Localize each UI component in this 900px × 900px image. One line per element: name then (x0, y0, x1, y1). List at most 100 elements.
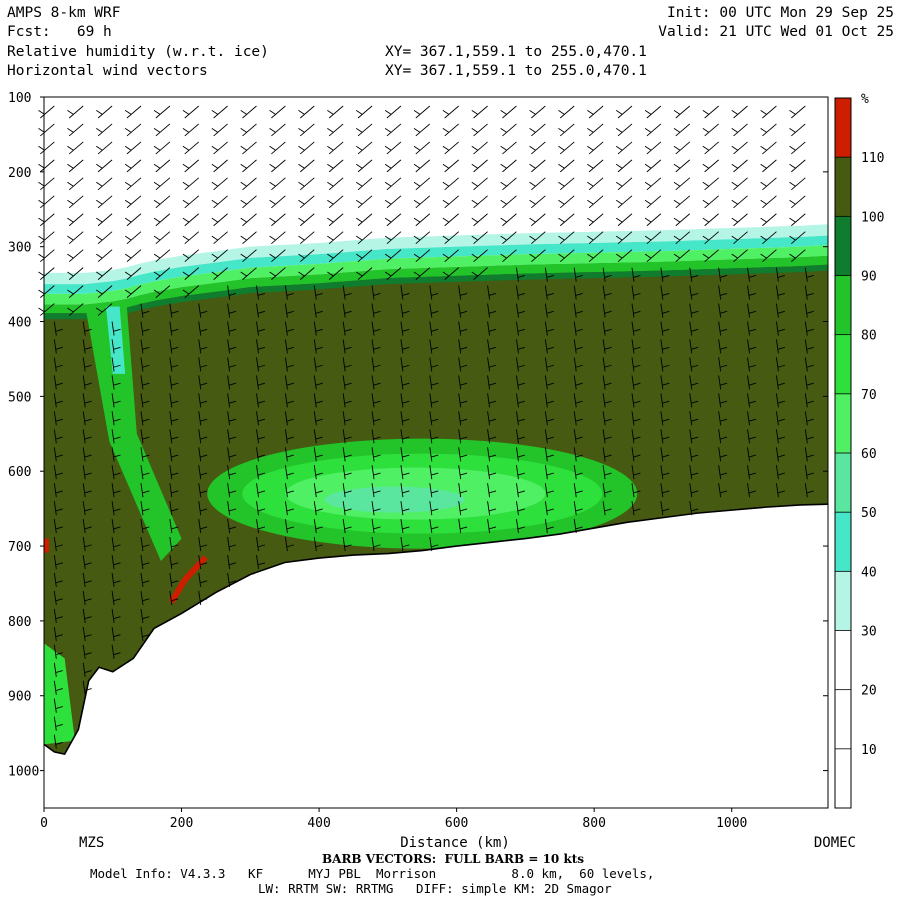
wind-barb (413, 105, 431, 119)
wind-barb (413, 195, 431, 209)
wind-barb (371, 501, 381, 516)
wind-barb (442, 195, 459, 209)
wind-barb (227, 411, 237, 426)
wind-barb (298, 159, 315, 173)
wind-barb (327, 267, 344, 280)
physics-info: LW: RRTM SW: RRTMG DIFF: simple KM: 2D S… (258, 881, 612, 896)
wind-barb (558, 105, 575, 119)
wind-barb (256, 411, 266, 426)
wind-barb (140, 411, 150, 426)
wind-barb (413, 267, 431, 280)
wind-barb (198, 411, 208, 426)
terrain-outline (43, 503, 829, 756)
wind-barb (67, 267, 84, 280)
wind-barb (602, 357, 612, 372)
wind-barb (529, 249, 546, 263)
wind-barb (689, 465, 699, 480)
wind-barb (500, 249, 517, 263)
wind-barb (487, 501, 497, 516)
wind-barb (471, 123, 488, 137)
wind-barb (458, 393, 468, 408)
wind-barb (429, 285, 439, 300)
wind-barb (529, 159, 546, 173)
wind-barb (429, 375, 439, 390)
wind-barb (573, 357, 583, 372)
wind-barb (487, 375, 497, 390)
wind-barb (573, 267, 583, 282)
wind-barb (342, 411, 352, 426)
wind-barb (211, 231, 228, 245)
wind-barb (804, 483, 814, 498)
wind-barb (615, 141, 633, 155)
wind-barb (747, 375, 757, 390)
wind-barb (673, 141, 691, 155)
wind-barb (342, 285, 352, 300)
wind-barb (529, 177, 546, 191)
wind-barb (153, 213, 171, 227)
wind-barb (153, 267, 171, 280)
y-tick-label: 200 (8, 166, 31, 181)
wind-barb (67, 303, 84, 316)
wind-barb (442, 231, 459, 245)
wind-barb (747, 267, 757, 282)
wind-barb (631, 483, 641, 498)
wind-barb (775, 339, 785, 354)
wind-barb (124, 285, 142, 298)
wind-barb (487, 483, 497, 498)
wind-barb (644, 213, 662, 227)
wind-barb (269, 105, 286, 119)
wind-barb (587, 105, 604, 119)
wind-barb (256, 465, 266, 480)
wind-barb (587, 177, 604, 191)
wind-barb (458, 465, 468, 480)
wind-barb (384, 213, 402, 227)
x-tick-label: 0 (40, 816, 48, 831)
wind-barb (384, 267, 402, 280)
wind-barb (602, 429, 612, 444)
wind-barb (442, 267, 459, 280)
wind-barb (500, 213, 517, 227)
wind-barb (429, 537, 439, 552)
forecast-hour: Fcst: 69 h (7, 24, 112, 40)
wind-barb (429, 429, 439, 444)
wind-barb (458, 339, 468, 354)
wind-barb (731, 105, 748, 119)
colorbar-label: 90 (861, 270, 877, 285)
wind-barb (53, 572, 63, 588)
wind-barb (458, 321, 468, 336)
model-info: Model Info: V4.3.3 KF MYJ PBL Morrison 8… (90, 866, 655, 881)
wind-barb (673, 195, 691, 209)
wind-barb (544, 465, 554, 480)
wind-barb (256, 303, 266, 318)
wind-barb (67, 195, 84, 209)
wind-barb (804, 303, 814, 318)
wind-barb (198, 572, 208, 588)
wind-barb (660, 411, 670, 426)
wind-barb (227, 429, 237, 444)
wind-barb (82, 537, 92, 552)
wind-barb (227, 321, 237, 336)
wind-barb (731, 213, 748, 227)
model-title: AMPS 8-km WRF (7, 5, 121, 21)
colorbar-label: 60 (861, 447, 877, 462)
wind-barb (442, 105, 459, 119)
wind-barb (355, 105, 373, 119)
wind-barb (256, 483, 266, 498)
wind-barb (660, 393, 670, 408)
wind-barb (169, 554, 179, 570)
wind-barb (789, 231, 806, 245)
wind-barb (442, 249, 459, 263)
wind-barb (429, 303, 439, 318)
wind-barb (573, 483, 583, 498)
wind-barb (471, 159, 488, 173)
wind-barb (731, 141, 748, 155)
wind-barb (82, 375, 92, 390)
wind-barb (182, 249, 200, 263)
xy-range-2: XY= 367.1,559.1 to 255.0,470.1 (385, 63, 647, 79)
wind-barb (67, 159, 84, 173)
wind-barb (342, 483, 352, 498)
wind-barb (342, 357, 352, 372)
wind-barb (240, 105, 257, 119)
wind-barb (53, 375, 63, 390)
wind-barb (775, 483, 785, 498)
